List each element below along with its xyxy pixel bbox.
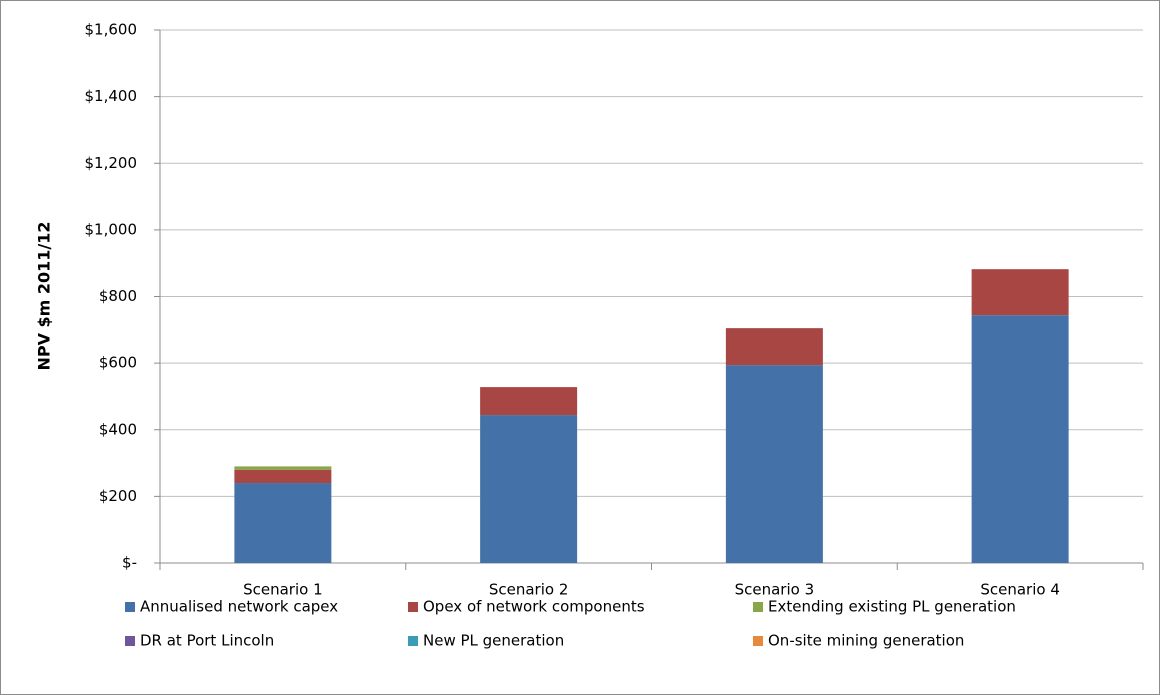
bar-segment [480, 387, 578, 416]
legend-swatch [753, 602, 763, 612]
y-axis-title: NPV $m 2011/12 [35, 221, 54, 370]
y-tick-label: $800 [99, 287, 137, 305]
legend-label: Opex of network components [423, 598, 645, 616]
legend-swatch [753, 636, 763, 646]
x-tick-label: Scenario 1 [243, 581, 323, 599]
y-tick-label: $1,000 [85, 220, 138, 238]
y-tick-label: $1,600 [85, 21, 138, 39]
x-tick-label: Scenario 2 [489, 581, 569, 599]
bar-segment [234, 483, 332, 563]
y-tick-label: $- [122, 554, 137, 572]
y-tick-label: $1,200 [85, 154, 138, 172]
legend-label: On-site mining generation [768, 632, 964, 650]
x-tick-label: Scenario 3 [735, 581, 815, 599]
bar-segment [725, 365, 823, 563]
bar-segment [725, 328, 823, 366]
y-tick-label: $400 [99, 420, 137, 438]
legend-swatch [408, 636, 418, 646]
legend-label: New PL generation [423, 632, 564, 650]
y-tick-label: $1,400 [85, 87, 138, 105]
bar-segment [234, 469, 332, 484]
legend-swatch [125, 636, 135, 646]
x-tick-label: Scenario 4 [980, 581, 1060, 599]
bar-segment [234, 466, 332, 470]
legend-label: DR at Port Lincoln [140, 632, 274, 650]
legend-swatch [408, 602, 418, 612]
bar-segment [971, 269, 1069, 316]
y-tick-label: $600 [99, 354, 137, 372]
legend-label: Extending existing PL generation [768, 598, 1016, 616]
legend-swatch [125, 602, 135, 612]
y-tick-label: $200 [99, 487, 137, 505]
bar-segment [480, 415, 578, 563]
legend-label: Annualised network capex [140, 598, 338, 616]
bar-segment [971, 315, 1069, 563]
